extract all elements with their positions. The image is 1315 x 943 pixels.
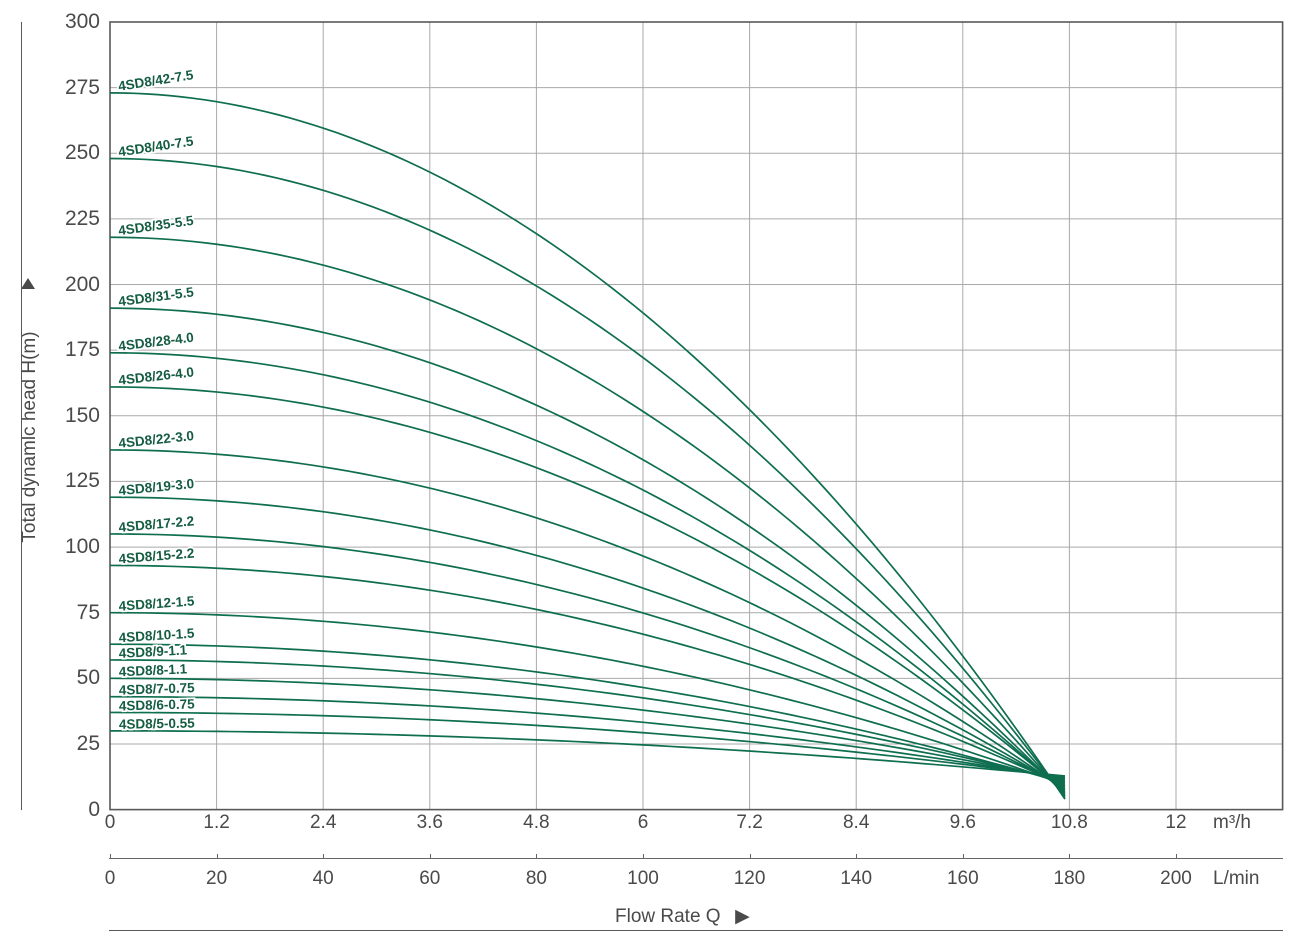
svg-text:4SD8/42-7.5: 4SD8/42-7.5: [117, 67, 195, 94]
svg-text:4SD8/5-0.55: 4SD8/5-0.55: [119, 716, 196, 732]
svg-text:4SD8/31-5.5: 4SD8/31-5.5: [117, 284, 195, 309]
svg-text:4SD8/22-3.0: 4SD8/22-3.0: [118, 428, 195, 451]
svg-text:4SD8/6-0.75: 4SD8/6-0.75: [119, 696, 196, 713]
svg-text:4SD8/7-0.75: 4SD8/7-0.75: [119, 680, 196, 698]
svg-text:4SD8/40-7.5: 4SD8/40-7.5: [117, 133, 195, 159]
svg-text:4SD8/19-3.0: 4SD8/19-3.0: [118, 476, 195, 498]
svg-text:4SD8/9-1.1: 4SD8/9-1.1: [118, 642, 187, 661]
svg-text:4SD8/15-2.2: 4SD8/15-2.2: [118, 546, 195, 567]
svg-text:4SD8/26-4.0: 4SD8/26-4.0: [118, 364, 195, 387]
svg-text:4SD8/8-1.1: 4SD8/8-1.1: [118, 661, 187, 679]
svg-text:4SD8/35-5.5: 4SD8/35-5.5: [117, 213, 195, 238]
svg-text:4SD8/12-1.5: 4SD8/12-1.5: [118, 593, 195, 613]
svg-text:4SD8/17-2.2: 4SD8/17-2.2: [118, 513, 195, 535]
